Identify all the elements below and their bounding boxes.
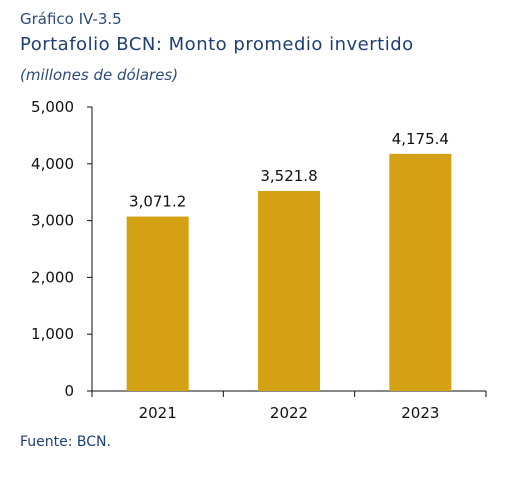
chart-subtitle: (millones de dólares) xyxy=(20,66,179,84)
data-label-2021: 3,071.2 xyxy=(129,193,186,211)
y-tick-label: 1,000 xyxy=(31,325,74,343)
bar-2021 xyxy=(126,216,189,391)
x-tick-label-2023: 2023 xyxy=(401,404,439,422)
y-tick-label: 2,000 xyxy=(31,268,74,286)
y-tick-label: 4,000 xyxy=(31,155,74,173)
chart-source: Fuente: BCN. xyxy=(20,434,111,450)
data-label-2023: 4,175.4 xyxy=(392,130,449,148)
bar-2022 xyxy=(258,190,320,391)
y-tick-label: 5,000 xyxy=(31,98,74,116)
x-tick-label-2021: 2021 xyxy=(139,404,177,422)
x-tick-label-2022: 2022 xyxy=(270,404,308,422)
data-label-2022: 3,521.8 xyxy=(260,167,317,185)
bar-2023 xyxy=(389,153,452,391)
figure-number: Gráfico IV-3.5 xyxy=(20,10,122,28)
y-tick-label: 0 xyxy=(64,382,74,400)
y-tick-label: 3,000 xyxy=(31,212,74,230)
chart-title: Portafolio BCN: Monto promedio invertido xyxy=(20,34,414,55)
